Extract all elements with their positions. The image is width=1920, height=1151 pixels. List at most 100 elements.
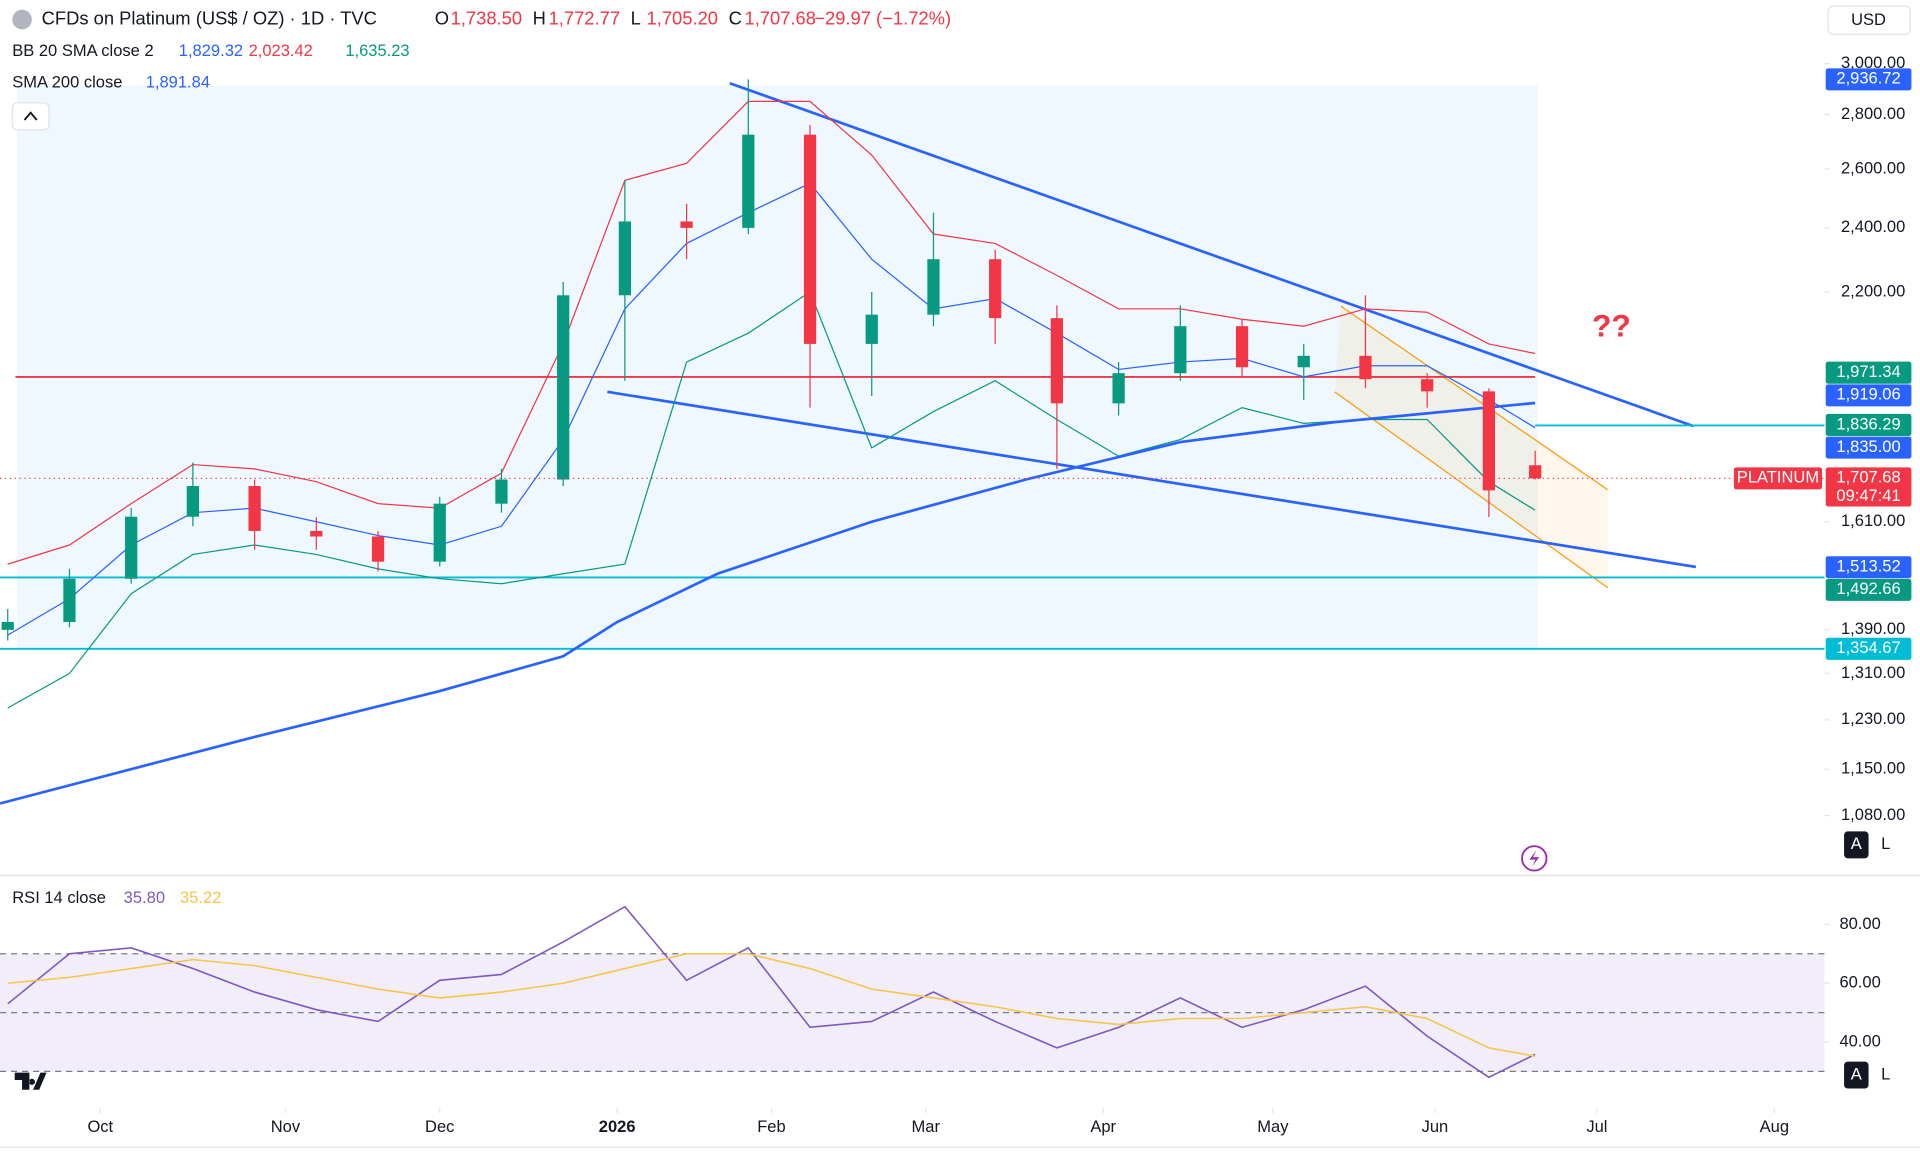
rsi-line: [7, 952, 1536, 1057]
candle-body: [495, 479, 508, 504]
price-tag-label: 1,971.34: [1836, 362, 1900, 381]
symbol-icon: [12, 9, 32, 30]
y-tick-label: 2,600.00: [1841, 158, 1905, 177]
rsi-legend-value: 35.80: [124, 888, 165, 907]
collapse-button[interactable]: [11, 102, 50, 131]
indicator-value: 1,635.23: [345, 41, 409, 60]
ohlc-value: 1,772.77: [549, 7, 620, 28]
x-tick-label: Aug: [1760, 1117, 1789, 1136]
price-tag-label: 2,936.72: [1836, 69, 1900, 88]
indicator-name: BB 20 SMA close 2: [12, 41, 153, 60]
candle-body: [1529, 465, 1542, 479]
candle-body: [186, 486, 199, 517]
event-icon[interactable]: [1521, 845, 1548, 872]
candle-body: [125, 516, 138, 579]
collapse-icon: [23, 111, 38, 121]
rsi-title: RSI 14 close: [12, 888, 106, 907]
price-tag: [1825, 413, 1912, 436]
price-tag-label: 1,919.06: [1836, 385, 1900, 404]
candle-body: [1359, 355, 1372, 380]
price-tag: [1825, 384, 1912, 407]
candle-body: [1, 621, 14, 630]
y-tick-label: 2,400.00: [1841, 217, 1905, 236]
scale-button[interactable]: [1844, 1061, 1869, 1089]
candle-body: [371, 536, 385, 562]
price-tag-label: 1,354.67: [1836, 638, 1900, 657]
band-line: [7, 182, 1536, 636]
indicator-name: SMA 200 close: [12, 73, 122, 92]
x-tick-label: Oct: [87, 1117, 113, 1136]
x-tick-label: 2026: [599, 1117, 636, 1136]
y-tick-label: 60.00: [1839, 973, 1880, 992]
symbol-tag: [1733, 467, 1823, 490]
scale-button-label[interactable]: A: [1851, 1064, 1862, 1083]
event-bolt: [1529, 849, 1540, 867]
ohlc-value: 1,707.68: [744, 7, 815, 28]
band-line: [7, 290, 1536, 709]
candle-body: [310, 530, 323, 537]
currency-label[interactable]: USD: [1851, 10, 1886, 29]
candle-body: [433, 503, 446, 562]
trend-line: [729, 81, 1694, 428]
currency-box[interactable]: [1827, 5, 1911, 35]
scale-button-label[interactable]: L: [1881, 834, 1890, 853]
y-tick-label: 1,230.00: [1841, 709, 1905, 728]
candle-body: [1235, 326, 1249, 368]
price-tag: [1825, 361, 1912, 384]
countdown: 09:47:41: [1836, 486, 1900, 505]
symbol-tag-label: PLATINUM: [1737, 468, 1819, 487]
x-tick-label: Apr: [1090, 1117, 1116, 1136]
ohlc-value: 1,738.50: [451, 7, 522, 28]
price-tag: [1825, 556, 1912, 579]
y-tick-label: 1,080.00: [1841, 805, 1905, 824]
price-tag: [1825, 467, 1912, 507]
x-tick-label: Feb: [757, 1117, 785, 1136]
y-tick-label: 2,800.00: [1841, 104, 1905, 123]
y-tick-label: 1,310.00: [1841, 663, 1905, 682]
price-tag: [1825, 68, 1912, 91]
x-tick-label: May: [1257, 1117, 1289, 1136]
price-tag-label: 1,513.52: [1836, 557, 1900, 576]
candle-body: [742, 134, 755, 228]
indicator-value: 1,829.32: [179, 41, 243, 60]
price-tag: [1825, 578, 1912, 601]
price-tag-label: 1,492.66: [1836, 579, 1900, 598]
x-tick-label: Jun: [1422, 1117, 1449, 1136]
y-tick-label: 3,000.00: [1841, 53, 1905, 72]
candle-body: [1112, 373, 1125, 404]
candle-body: [1482, 391, 1496, 491]
y-tick-label: 1,390.00: [1841, 619, 1905, 638]
scale-button[interactable]: [1873, 831, 1898, 859]
rsi-line: [7, 905, 1536, 1079]
candle-body: [1174, 326, 1187, 374]
rsi-band: [0, 953, 1825, 1072]
trend-line: [607, 390, 1697, 569]
candle-body: [803, 134, 817, 344]
ohlc-key: C: [729, 7, 742, 28]
ohlc-value: 1,705.20: [647, 7, 718, 28]
scale-button-label[interactable]: L: [1881, 1064, 1890, 1083]
range-box: [17, 85, 1538, 649]
x-tick-label: Jul: [1586, 1117, 1607, 1136]
candle-body: [1421, 379, 1434, 392]
scale-button-label[interactable]: A: [1851, 834, 1862, 853]
y-tick-label: 1,150.00: [1841, 759, 1905, 778]
chart-title: CFDs on Platinum (US$ / OZ) · 1D · TVC: [42, 7, 377, 28]
price-tag-label: 1,707.68: [1836, 468, 1900, 487]
x-tick-label: Mar: [912, 1117, 941, 1136]
y-tick-label: 1,610.00: [1841, 511, 1905, 530]
candle-body: [63, 578, 76, 622]
price-tag: [1825, 637, 1912, 660]
scale-button[interactable]: [1873, 1061, 1898, 1089]
ohlc-key: O: [435, 7, 449, 28]
candle-body: [989, 259, 1002, 319]
price-tag-label: 1,836.29: [1836, 414, 1900, 433]
channel-line: [1340, 305, 1609, 491]
ohlc-key: L: [631, 7, 641, 28]
indicator-value: 2,023.42: [249, 41, 313, 60]
x-tick-label: Dec: [425, 1117, 454, 1136]
scale-button[interactable]: [1844, 831, 1869, 859]
x-tick-label: Nov: [271, 1117, 301, 1136]
brand-logo: [14, 1072, 47, 1090]
